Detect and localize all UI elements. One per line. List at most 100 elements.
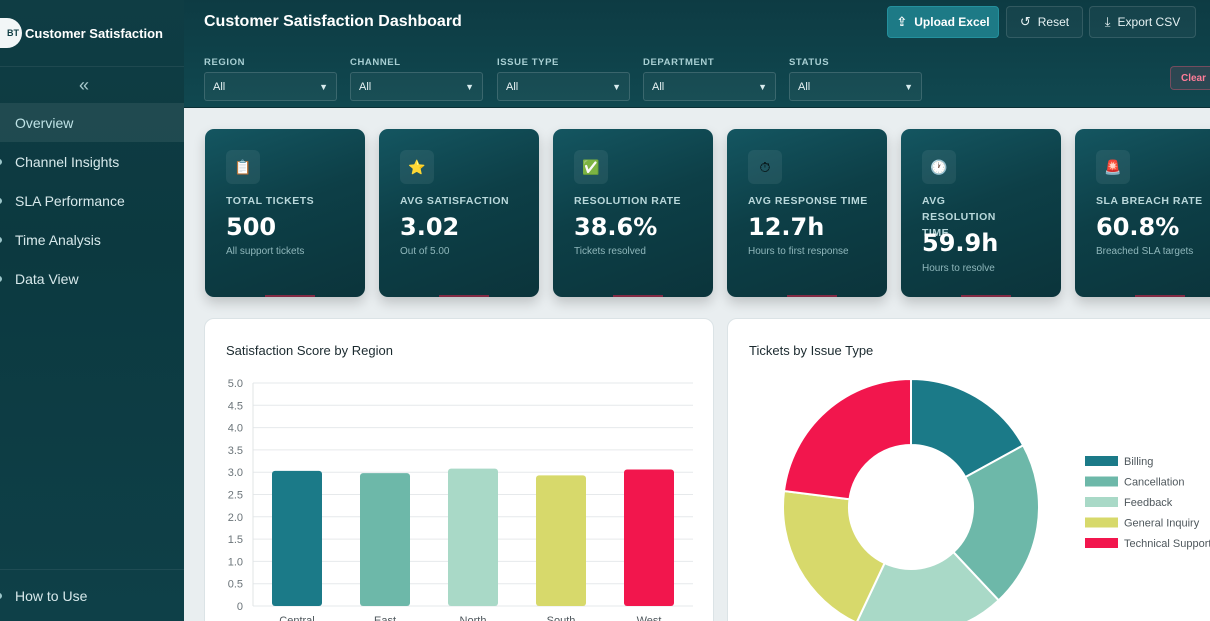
brand: BT Customer Satisfaction [0, 0, 184, 67]
kpi-card-resolution-rate: ✅ RESOLUTION RATE 38.6% Tickets resolved [553, 129, 713, 297]
kpi-value: 59.9h [922, 229, 999, 257]
caret-down-icon: ▼ [904, 81, 913, 92]
sidebar-item-how-to-use[interactable]: How to Use [0, 569, 184, 621]
filter-region: REGION All ▼ [204, 57, 337, 101]
kpi-subtext: Hours to resolve [922, 263, 995, 274]
y-tick-label: 3.0 [228, 467, 243, 479]
reset-button[interactable]: ↺ Reset [1006, 6, 1083, 38]
status-select[interactable]: All ▼ [789, 72, 922, 101]
filter-channel: CHANNEL All ▼ [350, 57, 483, 101]
bar [536, 475, 586, 606]
y-tick-label: 1.5 [228, 534, 243, 546]
page-title: Customer Satisfaction Dashboard [204, 13, 462, 30]
doughnut-slice [856, 550, 1001, 621]
kpi-value: 500 [226, 213, 277, 241]
channel-select[interactable]: All ▼ [350, 72, 483, 101]
select-value: All [652, 80, 665, 93]
stopwatch-icon: ⏱ [748, 150, 782, 184]
doughnut-slice [952, 443, 1040, 602]
collapse-sidebar-icon[interactable]: « [78, 74, 89, 95]
issue-type-select[interactable]: All ▼ [497, 72, 630, 101]
filter-department: DEPARTMENT All ▼ [643, 57, 776, 101]
y-tick-label: 5.0 [228, 378, 243, 390]
caret-down-icon: ▼ [758, 81, 767, 92]
sidebar-item-data-view[interactable]: Data View [0, 259, 184, 298]
legend-swatch [1085, 538, 1118, 548]
kpi-label: AVG RESOLUTION TIME [922, 195, 996, 239]
satisfaction-by-region-panel: Satisfaction Score by Region 0 0.5 1.0 1.5 2… [204, 318, 714, 621]
clear-filters-button[interactable]: Clear [1170, 66, 1210, 90]
kpi-card-total-tickets: 📋 TOTAL TICKETS 500 All support tickets [205, 129, 365, 297]
export-csv-button[interactable]: ⤓ Export CSV [1089, 6, 1196, 38]
sidebar: BT Customer Satisfaction « Overview Chan… [0, 0, 184, 621]
kpi-card-sla-breach-rate: 🚨 SLA BREACH RATE 60.8% Breached SLA tar… [1075, 129, 1210, 297]
bar [360, 473, 410, 606]
sidebar-item-label: SLA Performance [15, 192, 125, 209]
kpi-label: RESOLUTION RATE [574, 195, 682, 207]
legend-swatch [1085, 517, 1118, 528]
kpi-subtext: Out of 5.00 [400, 246, 450, 257]
upload-icon: ⇪ [896, 14, 908, 29]
x-tick-label: South [547, 615, 576, 621]
kpi-label: AVG SATISFACTION [400, 195, 510, 207]
select-value: All [506, 80, 519, 93]
sidebar-item-overview[interactable]: Overview [0, 103, 184, 142]
doughnut-chart: Billing Cancellation Feedback General Inqui… [782, 377, 1210, 621]
sidebar-item-sla-performance[interactable]: SLA Performance [0, 181, 184, 220]
upload-excel-button[interactable]: ⇪ Upload Excel [887, 6, 999, 38]
chart-title: Tickets by Issue Type [749, 343, 874, 358]
x-tick-label: East [374, 615, 396, 621]
legend-swatch [1085, 456, 1118, 466]
star-icon: ⭐ [400, 150, 434, 184]
filter-label: ISSUE TYPE [497, 57, 559, 68]
export-label: Export CSV [1117, 15, 1181, 29]
kpi-subtext: Tickets resolved [574, 246, 646, 257]
caret-down-icon: ▼ [319, 81, 328, 92]
nav-dot-icon [0, 275, 2, 282]
kpi-label: TOTAL TICKETS [226, 195, 315, 207]
y-tick-label: 4.0 [228, 423, 243, 435]
department-select[interactable]: All ▼ [643, 72, 776, 101]
bar [272, 470, 322, 606]
y-tick-label: 0.5 [228, 579, 243, 591]
reset-label: Reset [1037, 15, 1070, 29]
y-tick-label: 2.0 [228, 512, 243, 524]
legend-label: General Inquiry [1124, 518, 1200, 530]
upload-label: Upload Excel [914, 15, 990, 29]
reset-icon: ↺ [1019, 14, 1031, 29]
sidebar-item-label: Overview [15, 114, 74, 131]
bar-chart: 0 0.5 1.0 1.5 2.0 2.5 3.0 3.5 4.0 4.5 5.0 Central Ea… [228, 378, 693, 621]
caret-down-icon: ▼ [612, 81, 621, 92]
filter-label: DEPARTMENT [643, 57, 715, 68]
kpi-value: 38.6% [574, 213, 658, 241]
legend-label: Technical Support [1124, 538, 1210, 550]
kpi-value: 60.8% [1096, 213, 1180, 241]
legend-swatch [1085, 497, 1118, 507]
x-tick-label: Central [279, 615, 314, 621]
app-logo: BT [0, 18, 22, 48]
header: Customer Satisfaction Dashboard ⇪ Upload… [184, 0, 1210, 108]
legend-swatch [1085, 476, 1118, 487]
kpi-subtext: All support tickets [226, 246, 305, 257]
sidebar-item-label: Time Analysis [15, 231, 101, 248]
sidebar-item-time-analysis[interactable]: Time Analysis [0, 220, 184, 259]
filter-label: CHANNEL [350, 57, 401, 68]
nav-dot-icon [0, 197, 2, 204]
check-icon: ✅ [574, 150, 608, 184]
filter-issue-type: ISSUE TYPE All ▼ [497, 57, 630, 101]
sidebar-item-label: Data View [15, 270, 79, 287]
sidebar-item-channel-insights[interactable]: Channel Insights [0, 142, 184, 181]
region-select[interactable]: All ▼ [204, 72, 337, 101]
siren-icon: 🚨 [1096, 150, 1130, 184]
y-tick-label: 4.5 [228, 400, 243, 412]
nav-dot-icon [0, 158, 2, 165]
nav-dot-icon [0, 236, 2, 243]
kpi-subtext: Hours to first response [748, 246, 849, 257]
kpi-subtext: Breached SLA targets [1096, 246, 1194, 257]
filter-label: REGION [204, 57, 246, 68]
x-tick-label: North [460, 615, 487, 621]
bar [624, 469, 674, 606]
select-value: All [213, 80, 226, 93]
kpi-value: 12.7h [748, 213, 825, 241]
legend-label: Cancellation [1124, 477, 1185, 489]
